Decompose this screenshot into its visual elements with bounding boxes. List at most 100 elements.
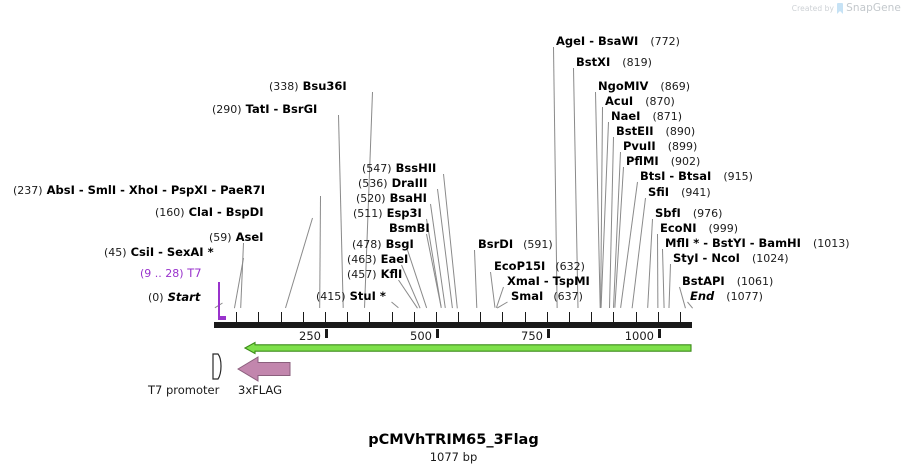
site-leader-line — [657, 233, 659, 309]
site-position: (478) — [352, 238, 382, 251]
site-enzymes: AgeI - BsaWI — [556, 34, 639, 48]
site-position: (463) — [347, 253, 377, 266]
site-label-pflmi[interactable]: PflMI (902) — [626, 155, 700, 168]
site-label-bsmbi[interactable]: BsmBI — [389, 222, 430, 235]
site-position: (547) — [362, 162, 392, 175]
snapgene-watermark: Created by SnapGene — [792, 2, 901, 14]
3xflag-feature-arrow[interactable] — [236, 355, 294, 383]
site-label-end[interactable]: End (1077) — [690, 290, 763, 303]
site-position: (290) — [212, 103, 242, 116]
site-enzymes: Bsu36I — [302, 79, 347, 93]
site-leader-line — [647, 218, 653, 309]
orf-arrow-green[interactable] — [244, 341, 693, 355]
site-enzymes: BstAPI — [682, 274, 725, 288]
ruler-minor-tick — [636, 312, 637, 322]
site-enzymes: AseI — [235, 230, 264, 244]
site-label-ase-i[interactable]: (59) AseI — [104, 231, 263, 244]
site-label-bstxi[interactable]: BstXI (819) — [576, 56, 652, 69]
site-enzymes: StyI - NcoI — [673, 251, 740, 265]
ruler-major-tick — [658, 329, 661, 338]
site-label-xmai-group[interactable]: XmaI - TspMI — [507, 275, 590, 287]
site-position: (9 .. 28) — [140, 267, 184, 280]
t7-promoter-ruler-mark[interactable] — [218, 316, 226, 320]
ruler-tick-label: 750 — [521, 329, 543, 343]
site-enzymes: SbfI — [655, 206, 681, 220]
ruler-minor-tick — [236, 312, 237, 322]
site-label-ecop15i[interactable]: EcoP15I (632) — [494, 260, 585, 273]
site-position: (637) — [553, 290, 583, 303]
site-label-pvuii[interactable]: PvuII (899) — [623, 140, 697, 153]
site-label-naei[interactable]: NaeI (871) — [611, 110, 682, 123]
site-label-csi-i-group[interactable]: (45) CsiI - SexAI * — [104, 246, 214, 259]
site-label-mfli-group[interactable]: MflI * - BstYI - BamHI (1013) — [665, 237, 850, 250]
site-enzymes: BstXI — [576, 55, 611, 69]
site-label-styi-group[interactable]: StyI - NcoI (1024) — [673, 252, 789, 265]
site-enzymes: CsiI - SexAI * — [130, 245, 214, 259]
site-label-t7-promoter[interactable]: (9 .. 28) T7 — [140, 267, 202, 280]
site-label-acui[interactable]: AcuI (870) — [605, 95, 675, 108]
site-label-esp3i[interactable]: (511) Esp3I — [353, 207, 422, 220]
site-position: (415) — [316, 290, 346, 303]
ruler-minor-tick — [369, 312, 370, 322]
site-label-bsu36i[interactable]: (338) Bsu36I — [269, 80, 347, 93]
site-position: (160) — [155, 206, 185, 219]
ruler-minor-tick — [525, 312, 526, 322]
site-enzymes: AcuI — [605, 94, 634, 108]
ruler-bar — [214, 322, 692, 328]
site-leader-line — [285, 217, 313, 309]
t7-promoter-leader — [218, 282, 220, 320]
site-label-bsahi[interactable]: (520) BsaHI — [356, 192, 427, 205]
site-position: (772) — [650, 35, 680, 48]
site-label-bsrdi[interactable]: BsrDI (591) — [478, 238, 553, 251]
site-label-abs-i-group[interactable]: (237) AbsI - SmlI - XhoI - PspXI - PaeR7… — [13, 184, 265, 197]
site-enzymes: SfiI — [648, 185, 670, 199]
site-enzymes: XmaI - TspMI — [507, 274, 590, 288]
site-label-sbfi[interactable]: SbfI (976) — [655, 207, 722, 220]
site-label-econi[interactable]: EcoNI (999) — [660, 222, 738, 235]
site-label-ngomiv[interactable]: NgoMIV (869) — [598, 80, 690, 93]
site-label-bsteii[interactable]: BstEII (890) — [616, 125, 695, 138]
site-position: (869) — [660, 80, 690, 93]
site-enzymes: NgoMIV — [598, 79, 649, 93]
site-position: (915) — [723, 170, 753, 183]
site-enzymes: SmaI — [511, 289, 544, 303]
watermark-created-by-text: Created by — [791, 3, 835, 13]
site-position: (870) — [645, 95, 675, 108]
site-position: (902) — [670, 155, 701, 168]
site-label-eaei[interactable]: (463) EaeI — [347, 253, 408, 266]
site-label-btsi-group[interactable]: BtsI - BtsaI (915) — [640, 170, 753, 183]
site-leader-line — [391, 301, 400, 309]
site-label-agei-group[interactable]: AgeI - BsaWI (772) — [556, 35, 680, 48]
site-label-sfii[interactable]: SfiI (941) — [648, 186, 711, 199]
site-enzymes: BssHII — [395, 161, 437, 175]
site-label-bsgi[interactable]: (478) BsgI — [352, 238, 414, 251]
site-enzymes: BstEII — [616, 124, 654, 138]
site-label-draiii[interactable]: (536) DraIII — [358, 177, 427, 190]
site-label-start[interactable]: (0) Start — [148, 291, 200, 304]
site-enzymes: BsgI — [385, 237, 414, 251]
plasmid-length: 1077 bp — [429, 450, 478, 464]
site-leader-line — [338, 114, 344, 309]
site-leader-line — [631, 197, 646, 309]
site-enzymes: EaeI — [380, 252, 409, 266]
ruler-minor-tick — [436, 312, 437, 322]
ruler-minor-tick — [547, 312, 548, 322]
site-label-bstapi[interactable]: BstAPI (1061) — [682, 275, 773, 288]
site-enzymes: BsaHI — [389, 191, 427, 205]
site-label-bsshii[interactable]: (547) BssHII — [362, 162, 436, 175]
ruler-tick-label: 1000 — [624, 329, 654, 343]
ruler-minor-tick — [502, 312, 503, 322]
site-label-smai[interactable]: SmaI (637) — [511, 290, 583, 303]
t7-promoter-arrow-icon[interactable] — [209, 352, 227, 382]
site-leader-line — [474, 249, 478, 309]
site-enzymes: Start — [167, 290, 201, 304]
site-enzymes: MflI * - BstYI - BamHI — [665, 236, 801, 250]
site-enzymes: DraIII — [391, 176, 428, 190]
site-enzymes: PvuII — [623, 139, 656, 153]
site-label-stui[interactable]: (415) StuI * — [316, 290, 386, 303]
site-position: (1077) — [726, 290, 763, 303]
site-enzymes: StuI * — [349, 289, 386, 303]
site-label-tat-i-group[interactable]: (290) TatI - BsrGI — [212, 103, 317, 116]
site-label-kfli[interactable]: (457) KflI — [347, 268, 402, 281]
site-label-cla-i-group[interactable]: (160) ClaI - BspDI — [155, 206, 263, 219]
